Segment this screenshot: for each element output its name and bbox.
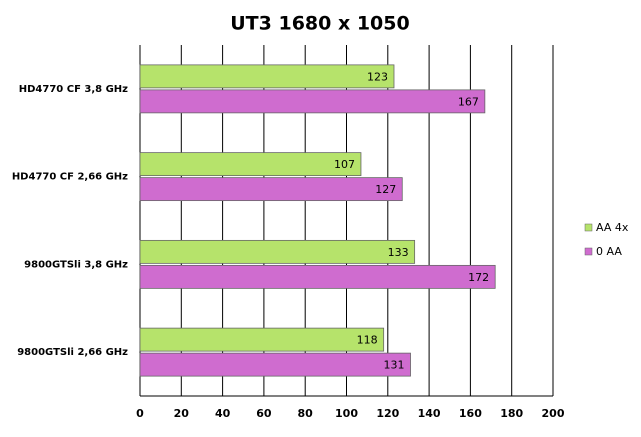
y-tick-label: HD4770 CF 3,8 GHz [19,84,128,95]
bar [139,352,411,377]
data-label: 133 [388,246,409,259]
x-tick-label: 200 [542,407,565,420]
legend-swatch [584,247,593,256]
x-tick-label: 40 [215,407,231,420]
y-tick-label: 9800GTSli 3,8 GHz [24,259,128,270]
data-label: 167 [458,95,479,108]
x-tick-label: 160 [459,407,482,420]
x-tick-label: 140 [418,407,441,420]
x-tick-label: 60 [256,407,272,420]
y-tick-label: HD4770 CF 2,66 GHz [12,172,128,183]
x-tick-label: 80 [298,407,314,420]
data-label: 123 [367,70,388,83]
x-tick-label: 180 [500,407,523,420]
data-label: 107 [334,158,355,171]
data-label: 118 [357,334,378,347]
data-label: 127 [375,183,396,196]
legend-swatch [584,223,593,232]
bar [139,89,486,114]
data-label: 131 [384,359,405,372]
x-tick-label: 20 [174,407,190,420]
bar [139,177,403,202]
x-tick-label: 0 [136,407,144,420]
bar [139,152,362,177]
legend-label: 0 AA [596,245,622,258]
legend-label: AA 4x [596,221,629,234]
bar [139,64,395,89]
x-tick-label: 100 [335,407,358,420]
chart-title: UT3 1680 x 1050 [230,13,409,35]
data-label: 172 [468,271,489,284]
bar [139,264,496,289]
bar [139,327,385,352]
y-tick-label: 9800GTSli 2,66 GHz [17,347,128,358]
x-tick-label: 120 [376,407,399,420]
bar [139,239,416,264]
